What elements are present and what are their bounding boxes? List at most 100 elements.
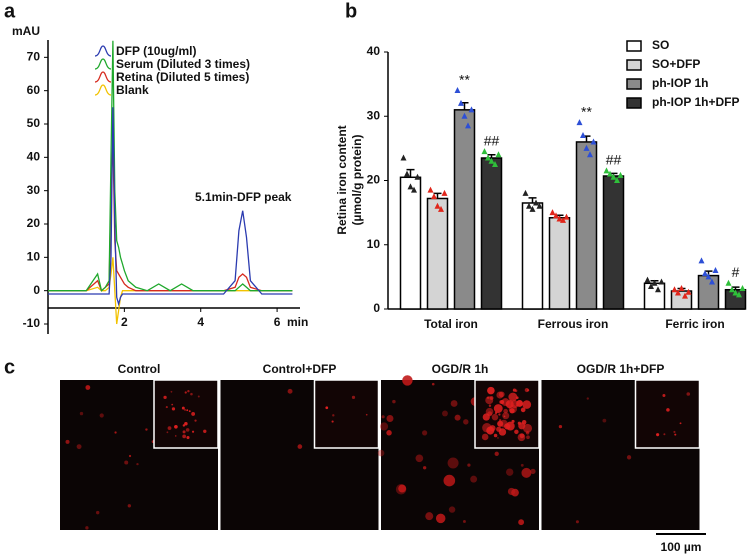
scale-bar-label: 100 µm [661,540,702,554]
inset-signal [184,391,187,394]
cell-signal [65,439,70,444]
significance-label: ## [606,152,622,168]
data-point [614,177,620,183]
cell-signal [128,454,132,458]
x-axis-label: min [287,315,308,329]
data-point [729,286,735,293]
bar [548,217,571,310]
data-point [709,278,715,285]
inset-signal [481,433,489,441]
data-point [678,284,685,291]
cell-signal [431,382,435,386]
bar [602,175,625,310]
x-tick-label: 4 [197,315,204,329]
legend-label: SO+DFP [652,57,700,71]
inset-signal [191,412,196,416]
data-point [583,144,590,151]
inset-signal [197,395,200,398]
x-tick-label: Total iron [424,317,478,331]
inset-signal [514,429,519,435]
data-point [458,99,464,106]
inset-signal [185,428,190,432]
data-point [481,148,488,155]
bar [575,141,598,310]
cell-signal [127,504,132,508]
inset-signal [331,420,334,423]
inset-signal [502,412,510,420]
cell-signal [287,388,293,394]
cell-signal [511,488,519,497]
inset-signal [491,413,499,421]
y-tick-label: 30 [27,183,41,197]
data-point [495,151,502,158]
y-tick-label: 60 [27,83,41,97]
legend-swatch [626,40,642,52]
inset-signal [167,426,172,430]
y-tick-label: 20 [367,173,381,187]
data-point [560,216,566,223]
inset-signal [503,408,508,414]
inset-signal [174,435,177,437]
inset-signal [497,437,499,439]
inset-signal [520,407,526,413]
y-axis-label: (µmol/g protein) [350,135,364,226]
error-bar [528,197,537,203]
cell-signal [297,444,303,449]
cell-signal [505,468,514,476]
cell-signal [586,397,589,400]
data-point [698,257,705,264]
data-point [685,288,692,295]
data-point [454,87,461,94]
y-tick-label: 10 [27,250,41,264]
cell-signal [124,460,129,465]
data-point [675,289,681,296]
data-point [549,209,556,216]
bar [643,282,666,310]
cell-signal [462,520,466,523]
cell-signal [448,506,456,513]
line-series [48,140,293,292]
inset-signal [656,433,660,437]
cell-signal [377,449,385,457]
data-point [603,167,610,174]
inset-signal [515,396,519,400]
legend-label: Serum (Diluted 3 times) [116,57,250,71]
data-point [434,202,441,209]
image-label: OGD/R 1h+DFP [577,362,665,376]
x-tick-label: 6 [274,315,281,329]
bar [453,109,476,310]
inset-signal [184,421,188,426]
data-point [655,286,661,293]
inset [634,379,701,449]
cell-signal [379,422,389,431]
cell-signal [422,430,428,436]
inset-signal [165,405,168,409]
data-point [732,289,739,296]
cell-signal [76,444,82,450]
inset-signal [365,413,368,416]
inset-signal [186,435,190,440]
cell-signal [450,400,458,407]
data-point [468,106,475,113]
line-series [48,257,293,325]
data-point [414,173,421,180]
y-tick-label: -10 [23,316,41,330]
inset-signal [512,388,517,392]
line-series [48,40,293,292]
cell-signal [145,428,148,431]
data-point [658,278,665,285]
cell-signal [521,467,532,478]
bar [697,274,720,310]
cell-signal [463,419,469,425]
inset-signal [170,390,173,393]
significance-label: # [732,264,740,280]
inset-signal [505,400,514,409]
data-point [400,154,407,161]
inset-signal [351,395,356,400]
y-axis-label: Retina iron content [335,125,349,234]
data-point [736,291,742,298]
data-point [702,270,708,277]
data-point [488,157,495,164]
legend-label: Blank [116,83,149,97]
